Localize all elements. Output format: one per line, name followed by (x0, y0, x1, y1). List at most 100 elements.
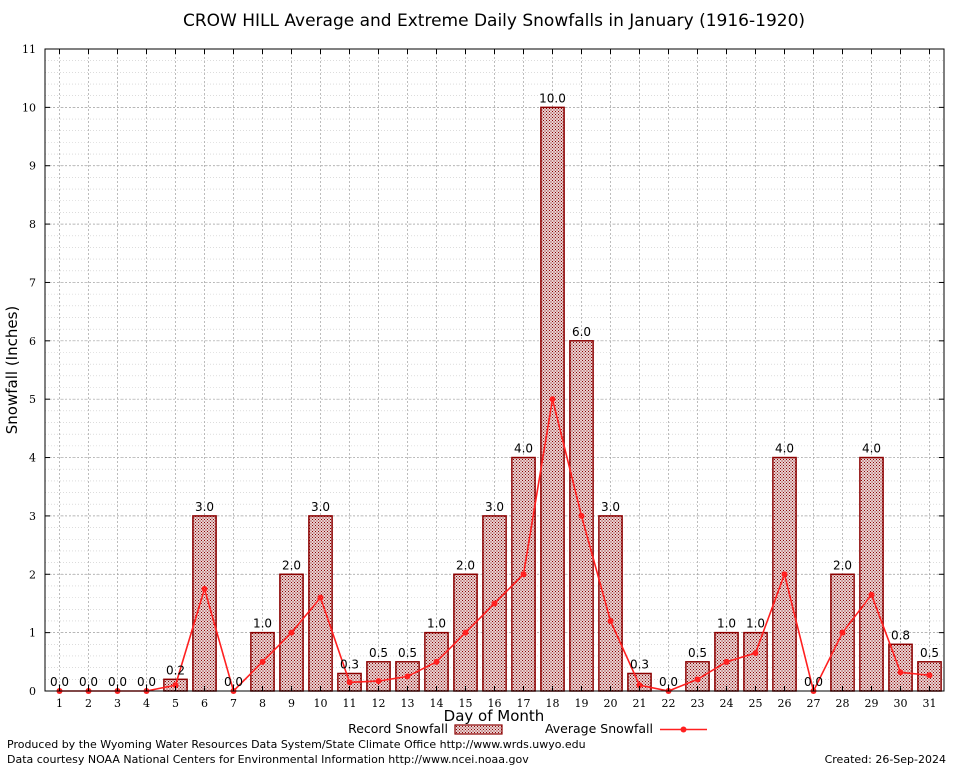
average-point-day-14 (433, 658, 440, 665)
x-tick-label-day-6: 6 (201, 697, 208, 710)
bar-label-day-13: 0.5 (398, 646, 417, 660)
bar-label-day-10: 3.0 (311, 500, 330, 514)
x-tick-label-day-31: 31 (923, 697, 937, 710)
bar-label-day-4: 0.0 (137, 675, 156, 689)
average-point-day-16 (491, 600, 498, 607)
bar-label-day-5: 0.2 (166, 663, 185, 677)
bar-label-day-2: 0.0 (79, 675, 98, 689)
y-tick-label: 0 (29, 685, 36, 698)
y-tick-label: 8 (29, 218, 36, 231)
x-axis-label: Day of Month (444, 707, 545, 725)
bar-label-day-24: 1.0 (717, 617, 736, 631)
bar-label-day-18: 10.0 (539, 91, 566, 105)
average-point-day-20 (607, 617, 614, 624)
y-tick-label: 4 (29, 452, 36, 465)
x-tick-label-day-10: 10 (314, 697, 328, 710)
average-point-day-28 (839, 629, 846, 636)
legend-average-label: Average Snowfall (545, 721, 653, 736)
average-point-day-10 (317, 594, 324, 601)
average-point-day-26 (781, 571, 788, 578)
bar-label-day-19: 6.0 (572, 325, 591, 339)
x-tick-label-day-13: 13 (401, 697, 415, 710)
bar-label-day-8: 1.0 (253, 617, 272, 631)
x-tick-label-day-16: 16 (488, 697, 502, 710)
x-tick-label-day-7: 7 (230, 697, 237, 710)
x-tick-label-day-14: 14 (430, 697, 444, 710)
average-point-day-17 (520, 571, 527, 578)
average-point-day-9 (288, 629, 295, 636)
legend-record-label: Record Snowfall (348, 721, 448, 736)
x-tick-label-day-4: 4 (143, 697, 150, 710)
x-tick-label-day-26: 26 (778, 697, 792, 710)
bar-label-day-15: 2.0 (456, 558, 475, 572)
bar-day-25 (743, 631, 768, 692)
bar-label-day-26: 4.0 (775, 442, 794, 456)
y-tick-label: 3 (29, 510, 36, 523)
average-point-day-31 (926, 672, 933, 679)
bar-label-day-1: 0.0 (50, 675, 69, 689)
y-tick-label: 1 (29, 627, 36, 640)
average-point-day-18 (549, 396, 556, 403)
bar-day-10 (308, 515, 333, 692)
bar-label-day-14: 1.0 (427, 617, 446, 631)
bar-label-day-30: 0.8 (891, 628, 910, 642)
x-tick-label-day-17: 17 (517, 697, 531, 710)
bar-label-day-12: 0.5 (369, 646, 388, 660)
average-point-day-24 (723, 658, 730, 665)
bar-day-29 (859, 456, 884, 692)
y-tick-label: 6 (29, 335, 36, 348)
y-tick-label: 10 (22, 101, 36, 114)
x-tick-label-day-15: 15 (459, 697, 473, 710)
average-point-day-13 (404, 673, 411, 680)
average-point-day-25 (752, 650, 759, 657)
bar-day-6 (192, 515, 217, 692)
average-point-day-11 (346, 679, 353, 686)
bar-label-day-28: 2.0 (833, 558, 852, 572)
average-point-day-21 (636, 682, 643, 689)
x-tick-label-day-12: 12 (372, 697, 386, 710)
y-tick-label: 11 (22, 43, 36, 56)
bar-label-day-21: 0.3 (630, 657, 649, 671)
average-point-day-19 (578, 512, 585, 519)
y-tick-label: 2 (29, 568, 36, 581)
footer-created-date: Created: 26-Sep-2024 (824, 753, 946, 766)
bar-day-20 (598, 515, 623, 692)
x-tick-label-day-1: 1 (56, 697, 63, 710)
average-point-day-23 (694, 676, 701, 683)
x-tick-label-day-28: 28 (836, 697, 850, 710)
y-axis-label: Snowfall (Inches) (3, 306, 21, 434)
bar-label-day-3: 0.0 (108, 675, 127, 689)
bar-label-day-17: 4.0 (514, 442, 533, 456)
x-tick-label-day-5: 5 (172, 697, 179, 710)
average-point-day-8 (259, 658, 266, 665)
chart-title: CROW HILL Average and Extreme Daily Snow… (183, 11, 805, 31)
x-tick-label-day-29: 29 (865, 697, 879, 710)
bar-label-day-27: 0.0 (804, 675, 823, 689)
bar-label-day-31: 0.5 (920, 646, 939, 660)
bar-label-day-11: 0.3 (340, 657, 359, 671)
bar-label-day-22: 0.0 (659, 675, 678, 689)
average-snowfall-line (56, 396, 933, 694)
average-point-day-30 (897, 669, 904, 676)
legend-average-marker (680, 726, 687, 733)
bar-value-labels: 0.0 0.0 0.0 0.0 0.2 3.0 0.0 1.0 2.0 3.0 0.3 0.5 0.5 1… (50, 91, 939, 689)
bar-label-day-16: 3.0 (485, 500, 504, 514)
x-tick-label-day-19: 19 (575, 697, 589, 710)
x-tick-label-day-27: 27 (807, 697, 821, 710)
x-tick-label-day-20: 20 (604, 697, 618, 710)
bar-label-day-20: 3.0 (601, 500, 620, 514)
x-tick-label-day-18: 18 (546, 697, 560, 710)
bar-label-day-7: 0.0 (224, 675, 243, 689)
y-tick-label: 5 (29, 393, 36, 406)
x-tick-label-day-9: 9 (288, 697, 295, 710)
x-tick-label-day-11: 11 (343, 697, 357, 710)
footer-data-courtesy: Data courtesy NOAA National Centers for … (7, 753, 529, 766)
x-tick-label-day-3: 3 (114, 697, 121, 710)
x-tick-label-day-25: 25 (749, 697, 763, 710)
y-tick-label: 9 (29, 160, 36, 173)
average-point-day-15 (462, 629, 469, 636)
x-tick-label-day-23: 23 (691, 697, 705, 710)
x-tick-label-day-30: 30 (894, 697, 908, 710)
